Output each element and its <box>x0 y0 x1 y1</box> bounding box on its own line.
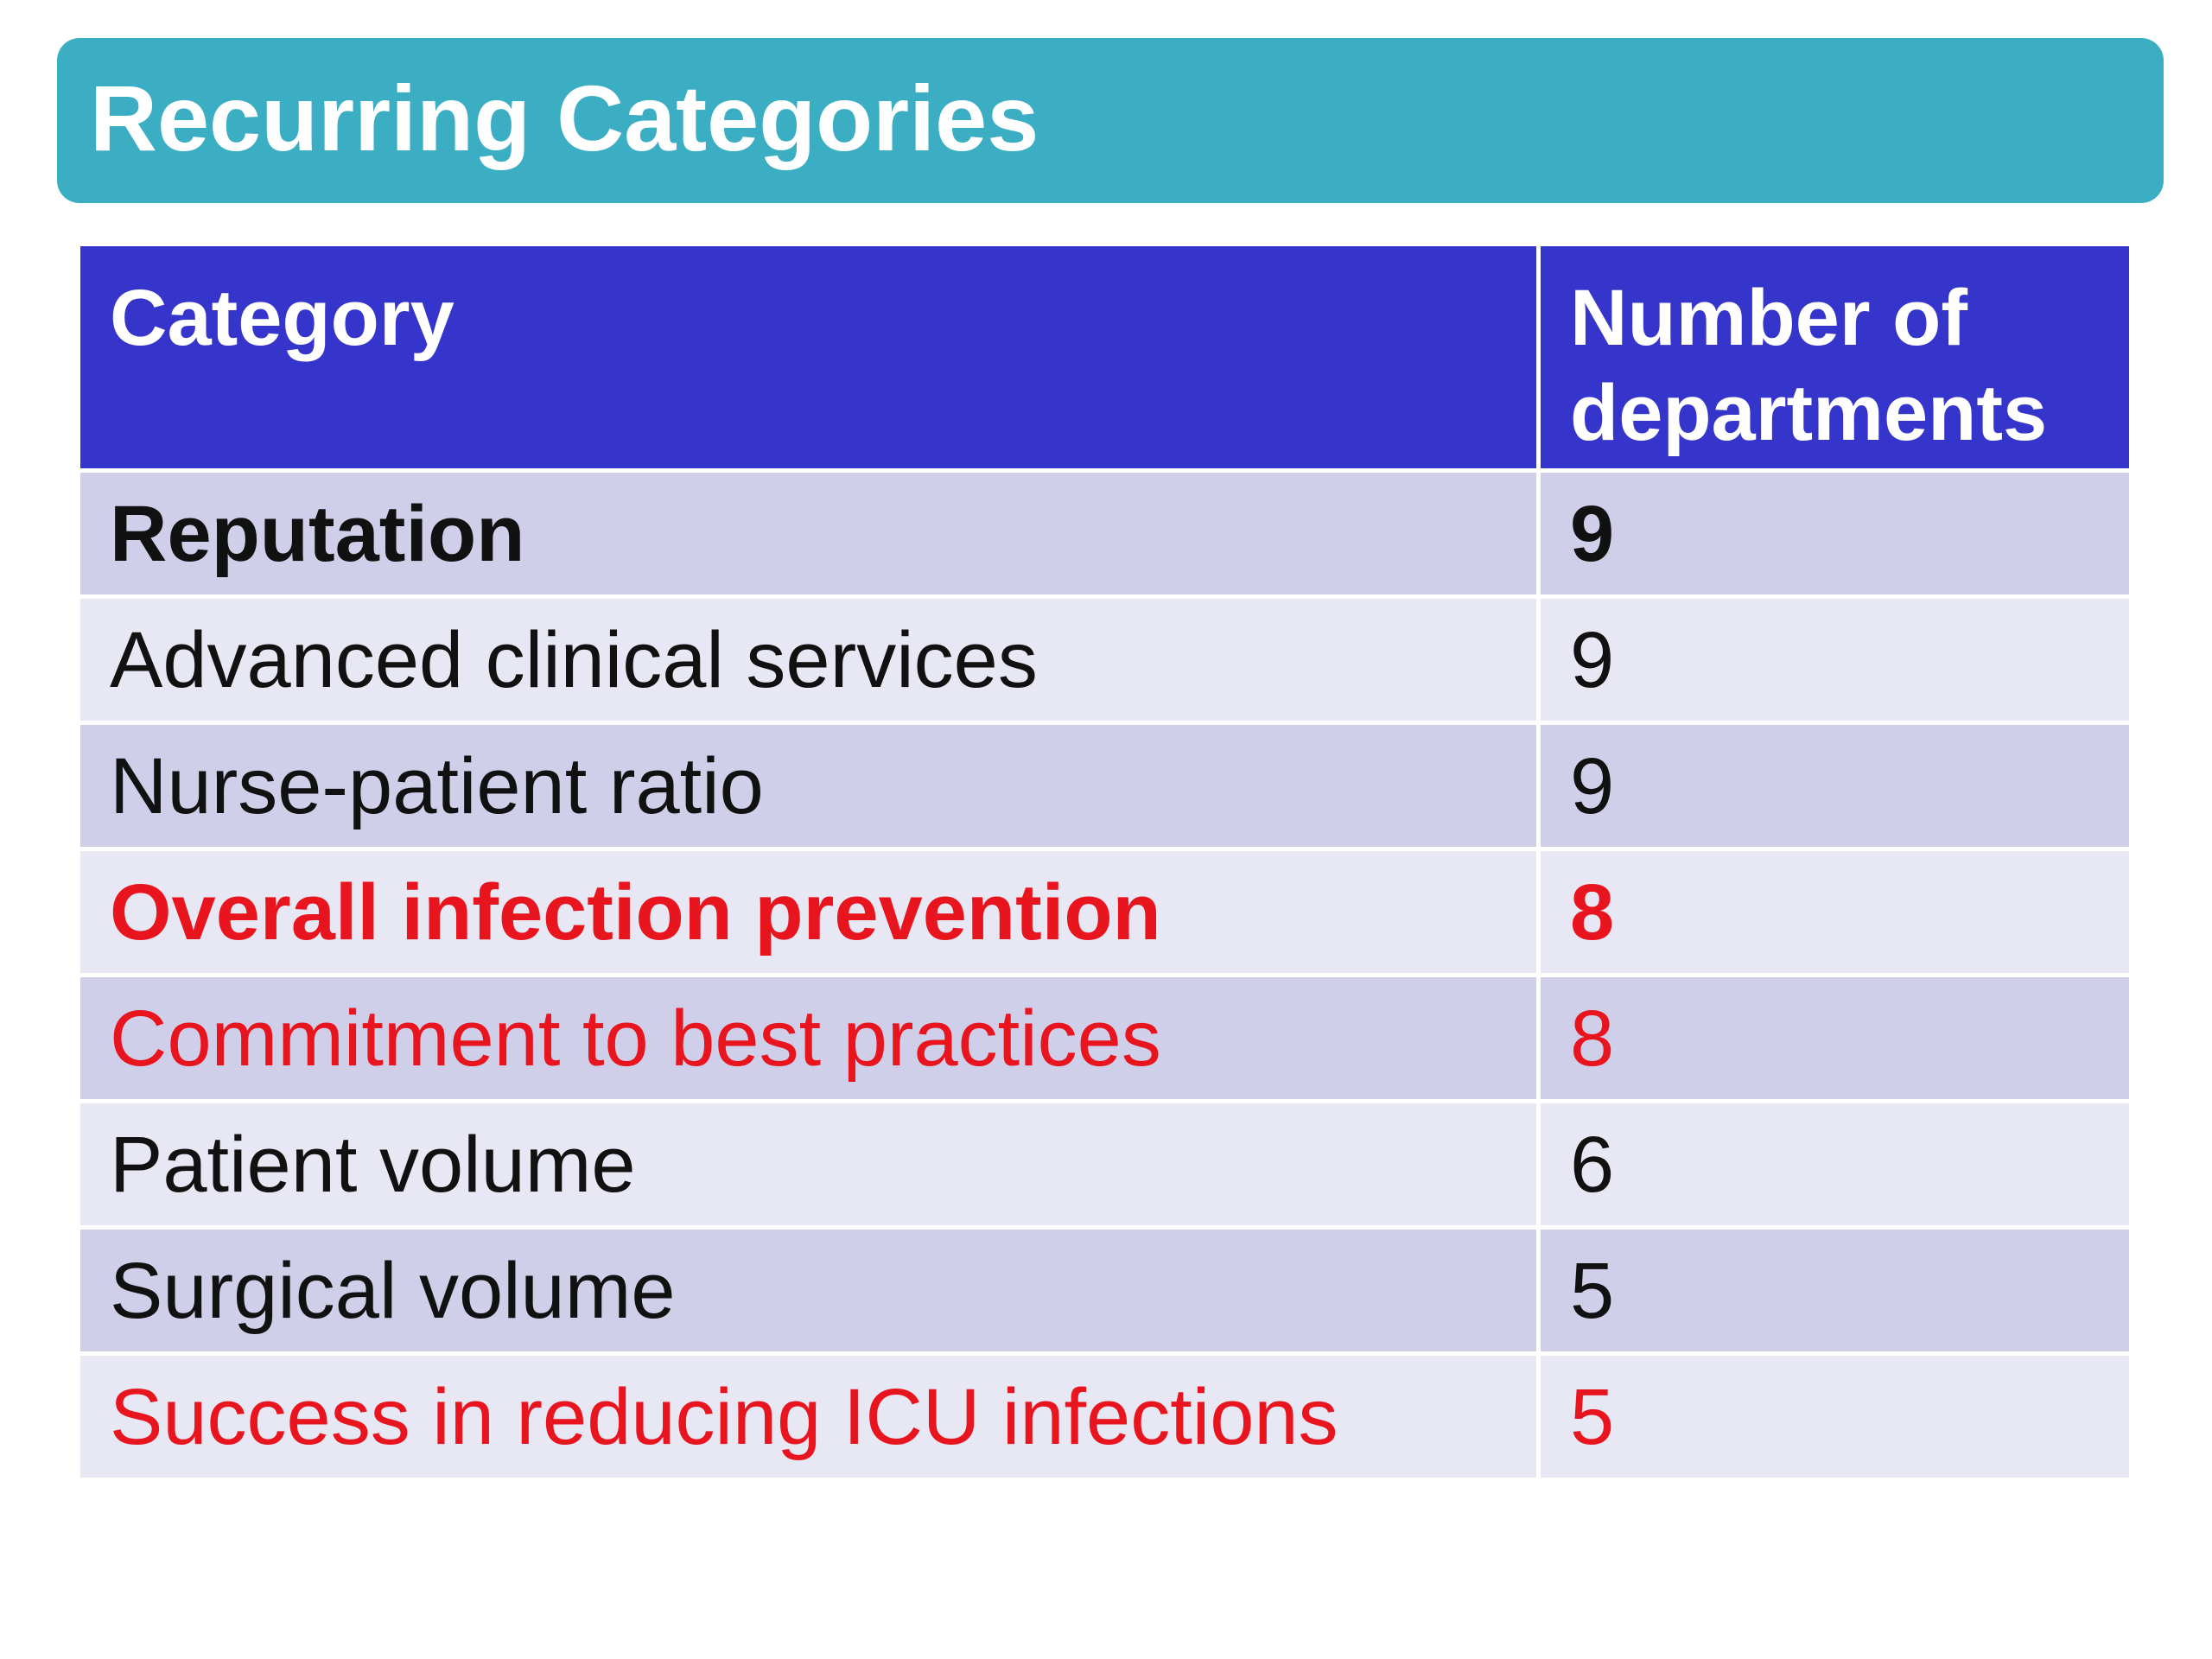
count-cell: 5 <box>1536 1351 2133 1482</box>
category-cell: Patient volume <box>76 1099 1541 1230</box>
count-cell: 9 <box>1536 468 2133 599</box>
count-cell: 8 <box>1536 847 2133 977</box>
table-row: Success in reducing ICU infections 5 <box>76 1351 2133 1482</box>
table-row: Patient volume 6 <box>76 1099 2133 1230</box>
slide-title: Recurring Categories <box>90 65 1039 170</box>
table-row: Overall infection prevention 8 <box>76 847 2133 977</box>
table-row: Advanced clinical services 9 <box>76 594 2133 725</box>
category-cell: Success in reducing ICU infections <box>76 1351 1541 1482</box>
header-number-of-departments: Number of departments <box>1536 242 2133 473</box>
category-cell: Overall infection prevention <box>76 847 1541 977</box>
table-row: Surgical volume 5 <box>76 1225 2133 1356</box>
table-row: Nurse-patient ratio 9 <box>76 721 2133 851</box>
categories-table: Category Number of departments Reputatio… <box>76 242 2133 1482</box>
count-cell: 9 <box>1536 594 2133 725</box>
table-header-row: Category Number of departments <box>76 242 2133 473</box>
category-cell: Surgical volume <box>76 1225 1541 1356</box>
count-cell: 5 <box>1536 1225 2133 1356</box>
category-cell: Reputation <box>76 468 1541 599</box>
table-row: Reputation 9 <box>76 468 2133 599</box>
count-cell: 9 <box>1536 721 2133 851</box>
count-cell: 8 <box>1536 973 2133 1103</box>
category-cell: Advanced clinical services <box>76 594 1541 725</box>
table-row: Commitment to best practices 8 <box>76 973 2133 1103</box>
category-cell: Commitment to best practices <box>76 973 1541 1103</box>
table-container: Category Number of departments Reputatio… <box>76 242 2133 1482</box>
count-cell: 6 <box>1536 1099 2133 1230</box>
category-cell: Nurse-patient ratio <box>76 721 1541 851</box>
title-bar: Recurring Categories <box>57 38 2164 203</box>
header-category: Category <box>76 242 1541 473</box>
